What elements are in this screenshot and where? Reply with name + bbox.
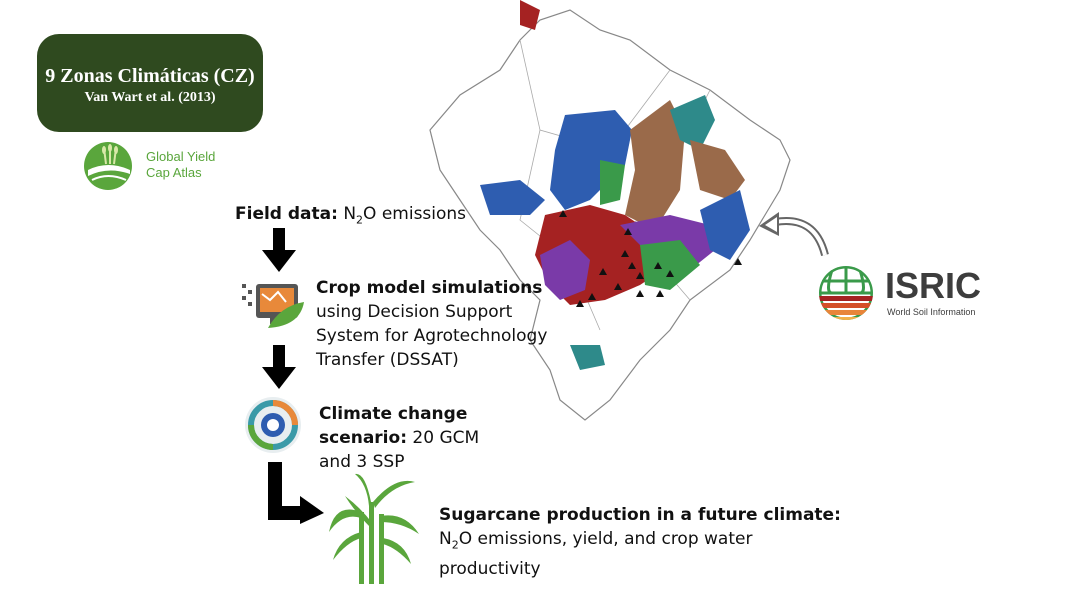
climate-zones-title: 9 Zonas Climáticas (CZ) <box>45 65 255 87</box>
gyga-line1: Global Yield <box>146 149 216 164</box>
curved-arrow-icon <box>759 212 829 257</box>
outcome-line3: productivity <box>439 559 541 580</box>
crop-model-line3: System for Agrotechnology <box>316 326 548 346</box>
gyga-globe-icon <box>84 142 132 190</box>
field-data-text-post: O emissions <box>363 204 467 224</box>
field-data-text-pre: N <box>337 204 357 224</box>
down-arrow-icon-2 <box>262 345 296 389</box>
isric-logo: ISRIC World Soil Information <box>815 262 995 326</box>
climate-zones-box: 9 Zonas Climáticas (CZ) Van Wart et al. … <box>37 34 263 132</box>
site-markers <box>559 210 742 307</box>
field-data-sub: 2 <box>356 213 364 227</box>
zone-blue <box>550 110 632 210</box>
climate-zones-citation: Van Wart et al. (2013) <box>84 90 216 105</box>
sugarcane-icon <box>329 473 419 584</box>
climate-change-step: Climate change scenario: 20 GCM and 3 SS… <box>319 402 479 474</box>
climate-change-text2: 20 GCM <box>407 428 480 448</box>
gyga-line2: Cap Atlas <box>146 165 202 180</box>
crop-model-label: Crop model simulations <box>316 278 543 298</box>
bent-arrow-icon <box>268 462 324 524</box>
field-data-step: Field data: N2O emissions <box>235 202 466 232</box>
gyga-logo-text: Global Yield Cap Atlas <box>146 149 215 181</box>
zone-brown <box>625 100 685 230</box>
crop-model-step: Crop model simulations using Decision Su… <box>316 276 547 372</box>
field-data-label: Field data: <box>235 204 338 224</box>
crop-model-line2: using Decision Support <box>316 302 513 322</box>
dssat-monitor-leaf-icon <box>242 284 304 328</box>
outcome-post: O emissions, yield, and crop water <box>458 529 753 549</box>
outcome-step: Sugarcane production in a future climate… <box>439 503 841 581</box>
isric-name: ISRIC <box>885 265 982 306</box>
crop-model-line4: Transfer (DSSAT) <box>316 350 459 370</box>
isric-globe-icon <box>819 266 873 320</box>
down-arrow-icon-1 <box>262 228 296 272</box>
climate-wheel-icon <box>245 397 301 453</box>
climate-change-line3: and 3 SSP <box>319 452 405 472</box>
zone-green <box>600 160 625 205</box>
isric-tagline: World Soil Information <box>887 307 976 317</box>
climate-change-label1: Climate change <box>319 404 468 424</box>
outcome-label: Sugarcane production in a future climate… <box>439 505 841 525</box>
brazil-climate-zones-map <box>429 0 791 421</box>
outcome-pre: N <box>439 529 452 549</box>
outcome-sub: 2 <box>451 538 459 552</box>
climate-change-label2: scenario: <box>319 428 407 448</box>
